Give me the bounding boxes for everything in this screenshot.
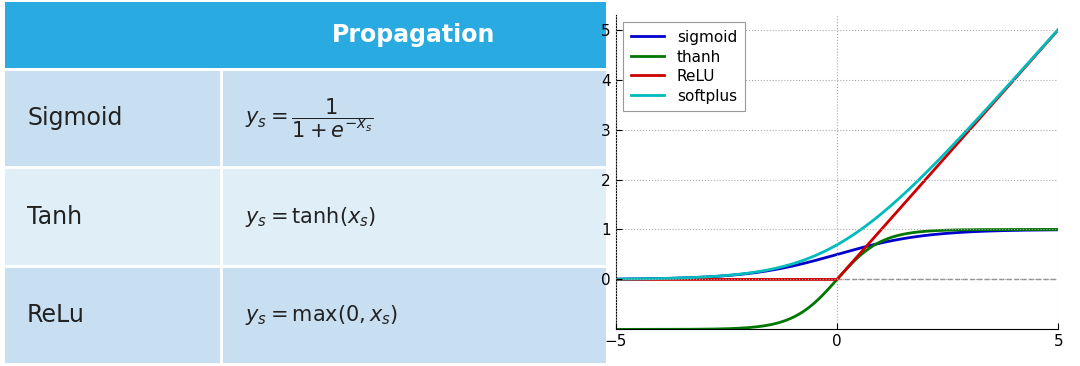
Legend: sigmoid, thanh, ReLU, softplus: sigmoid, thanh, ReLU, softplus <box>623 22 744 111</box>
softplus <box>914 177 927 181</box>
ReLU <box>609 277 622 281</box>
Text: Sigmoid: Sigmoid <box>27 106 122 130</box>
ReLU <box>1052 27 1065 32</box>
FancyBboxPatch shape <box>5 2 221 69</box>
Text: ReLu: ReLu <box>27 303 85 327</box>
FancyBboxPatch shape <box>5 69 221 167</box>
sigmoid <box>609 277 622 281</box>
FancyBboxPatch shape <box>221 2 606 69</box>
sigmoid <box>788 264 801 268</box>
Text: $y_s = \dfrac{1}{1+e^{-x_s}}$: $y_s = \dfrac{1}{1+e^{-x_s}}$ <box>244 96 374 140</box>
FancyBboxPatch shape <box>5 167 221 266</box>
sigmoid <box>955 230 968 235</box>
FancyBboxPatch shape <box>221 69 606 167</box>
thanh <box>914 229 927 234</box>
thanh <box>1052 227 1065 232</box>
FancyBboxPatch shape <box>221 167 606 266</box>
sigmoid <box>1052 228 1065 232</box>
sigmoid <box>805 259 818 264</box>
softplus <box>609 277 622 281</box>
Line: thanh: thanh <box>616 229 1058 329</box>
Line: sigmoid: sigmoid <box>616 230 1058 279</box>
softplus <box>805 255 818 260</box>
ReLU <box>955 138 968 142</box>
Text: Propagation: Propagation <box>332 23 496 47</box>
softplus <box>1052 27 1065 31</box>
sigmoid <box>914 234 927 238</box>
Line: ReLU: ReLU <box>616 30 1058 279</box>
Text: $y_s = \max(0, x_s)$: $y_s = \max(0, x_s)$ <box>244 303 397 327</box>
Text: Tanh: Tanh <box>27 205 82 228</box>
softplus <box>955 134 968 139</box>
ReLU <box>914 184 927 188</box>
sigmoid <box>962 230 975 234</box>
thanh <box>609 327 622 332</box>
ReLU <box>805 277 818 281</box>
FancyBboxPatch shape <box>5 266 221 364</box>
Line: softplus: softplus <box>616 29 1058 279</box>
ReLU <box>962 128 975 133</box>
softplus <box>654 276 667 281</box>
FancyBboxPatch shape <box>221 266 606 364</box>
thanh <box>955 228 968 232</box>
thanh <box>805 304 818 308</box>
softplus <box>788 261 801 265</box>
thanh <box>788 314 801 319</box>
sigmoid <box>654 276 667 281</box>
thanh <box>654 327 667 332</box>
thanh <box>962 228 975 232</box>
softplus <box>962 126 975 130</box>
ReLU <box>654 277 667 281</box>
Text: $y_s = \tanh(x_s)$: $y_s = \tanh(x_s)$ <box>244 205 376 228</box>
ReLU <box>788 277 801 281</box>
